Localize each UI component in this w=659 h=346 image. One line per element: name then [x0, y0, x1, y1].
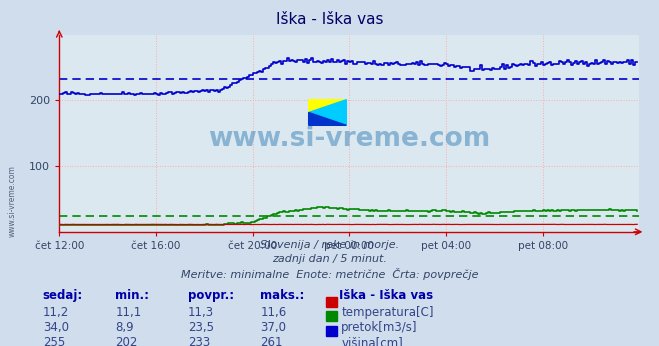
Text: Slovenija / reke in morje.: Slovenija / reke in morje. [260, 240, 399, 251]
Text: povpr.:: povpr.: [188, 289, 234, 302]
Text: višina[cm]: višina[cm] [341, 336, 403, 346]
Text: pretok[m3/s]: pretok[m3/s] [341, 321, 418, 334]
Text: www.si-vreme.com: www.si-vreme.com [8, 165, 17, 237]
Text: temperatura[C]: temperatura[C] [341, 306, 434, 319]
Text: 8,9: 8,9 [115, 321, 134, 334]
Polygon shape [308, 112, 347, 125]
Text: 37,0: 37,0 [260, 321, 286, 334]
Text: Iška - Iška vas: Iška - Iška vas [275, 12, 384, 27]
Text: sedaj:: sedaj: [43, 289, 83, 302]
Text: Iška - Iška vas: Iška - Iška vas [339, 289, 434, 302]
Text: 11,3: 11,3 [188, 306, 214, 319]
Text: min.:: min.: [115, 289, 150, 302]
Text: 11,6: 11,6 [260, 306, 287, 319]
Text: 23,5: 23,5 [188, 321, 214, 334]
Text: www.si-vreme.com: www.si-vreme.com [208, 126, 490, 152]
Text: Meritve: minimalne  Enote: metrične  Črta: povprečje: Meritve: minimalne Enote: metrične Črta:… [181, 268, 478, 280]
Text: 11,1: 11,1 [115, 306, 142, 319]
Text: zadnji dan / 5 minut.: zadnji dan / 5 minut. [272, 254, 387, 264]
Polygon shape [308, 100, 347, 112]
Polygon shape [308, 100, 347, 125]
Text: 255: 255 [43, 336, 65, 346]
Text: 202: 202 [115, 336, 138, 346]
Text: 34,0: 34,0 [43, 321, 69, 334]
Text: 261: 261 [260, 336, 283, 346]
Text: 11,2: 11,2 [43, 306, 69, 319]
Text: maks.:: maks.: [260, 289, 304, 302]
Text: 233: 233 [188, 336, 210, 346]
